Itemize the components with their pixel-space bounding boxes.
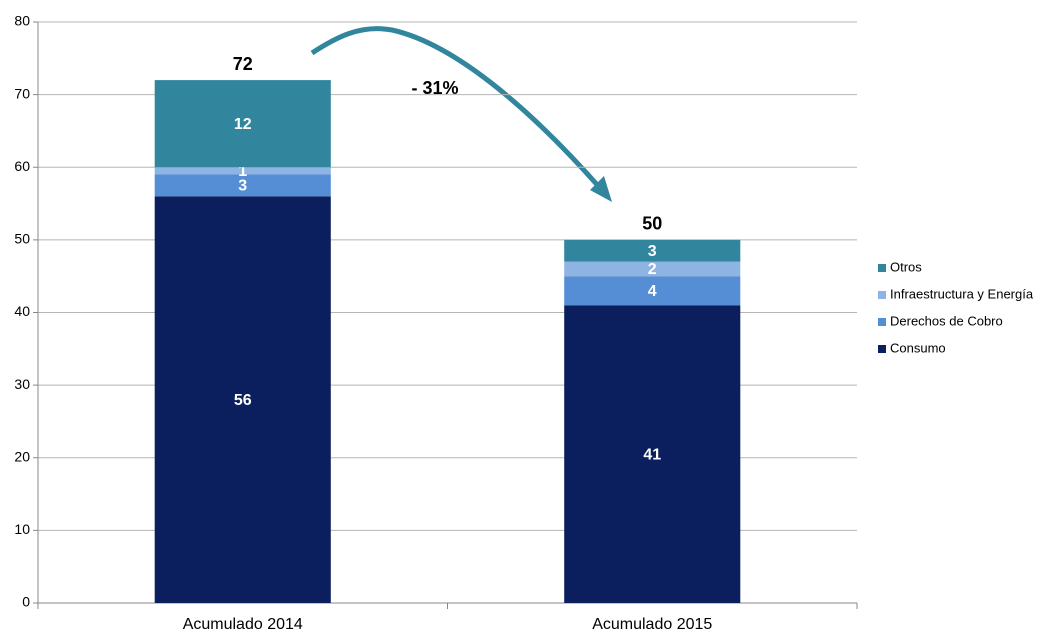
x-tick-label: Acumulado 2015: [592, 616, 712, 632]
bar-segment: [154, 174, 331, 197]
value-label: 3: [648, 243, 657, 260]
value-label: 1: [238, 163, 247, 180]
legend-label: Otros: [890, 259, 922, 274]
total-label: 50: [642, 214, 662, 234]
bar-segment: [564, 261, 741, 277]
y-tick-label: 60: [14, 158, 30, 174]
value-label: 2: [648, 261, 657, 278]
y-tick-label: 10: [14, 521, 30, 537]
legend-label: Derechos de Cobro: [890, 313, 1003, 328]
y-tick-label: 30: [14, 376, 30, 392]
bar-segment: [564, 305, 741, 603]
legend-swatch: [878, 291, 886, 299]
arrow-head: [590, 176, 612, 202]
trend-arrow: [310, 26, 602, 190]
legend-label: Consumo: [890, 340, 946, 355]
y-tick-label: 40: [14, 303, 30, 319]
value-label: 4: [648, 283, 657, 300]
y-tick-label: 0: [22, 594, 30, 610]
value-label: 56: [234, 392, 252, 409]
bar-segment: [564, 239, 741, 262]
y-tick-label: 20: [14, 448, 30, 464]
bar-segment: [154, 196, 331, 604]
y-tick-label: 70: [14, 85, 30, 101]
legend-label: Infraestructura y Energía: [890, 286, 1034, 301]
y-tick-label: 50: [14, 231, 30, 247]
value-label: 41: [643, 446, 661, 463]
bar-segment: [154, 167, 331, 175]
bar-segment: [564, 276, 741, 306]
y-tick-label: 80: [14, 13, 30, 29]
value-label: 12: [234, 116, 252, 133]
x-tick-label: Acumulado 2014: [183, 616, 303, 632]
value-label: 3: [238, 178, 247, 195]
annotation: - 31%: [411, 78, 458, 98]
bar-segment: [154, 80, 331, 168]
legend-swatch: [878, 345, 886, 353]
legend-swatch: [878, 264, 886, 272]
total-label: 72: [233, 54, 253, 74]
legend-swatch: [878, 318, 886, 326]
